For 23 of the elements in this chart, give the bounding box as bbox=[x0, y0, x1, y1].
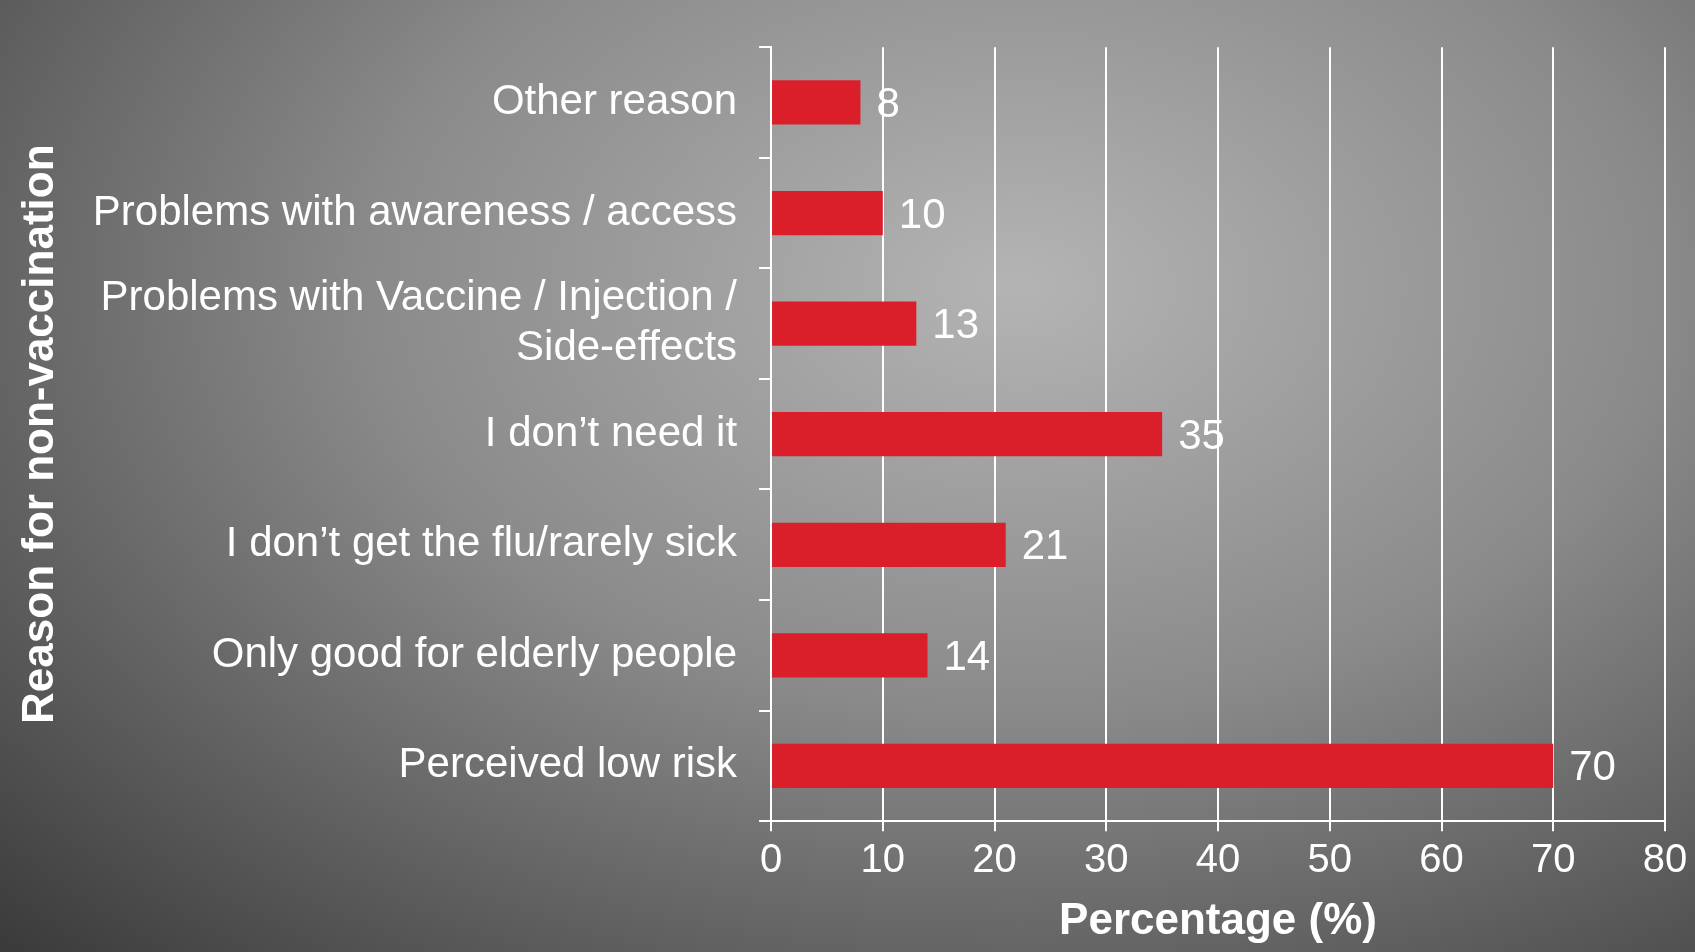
x-tick-label: 0 bbox=[759, 836, 783, 881]
x-tick-label: 20 bbox=[972, 836, 1017, 881]
data-label: 10 bbox=[898, 189, 946, 237]
y-tick-label: Only good for elderly people bbox=[211, 628, 738, 676]
y-tick-label: I don’t get the flu/rarely sick bbox=[225, 518, 739, 566]
x-tick-label: 70 bbox=[1531, 836, 1576, 881]
data-label: 14 bbox=[943, 631, 991, 679]
x-tick-label: 10 bbox=[860, 836, 906, 881]
x-tick-label: 30 bbox=[1084, 836, 1129, 881]
data-label: 70 bbox=[1569, 742, 1616, 790]
x-tick-label: 50 bbox=[1307, 836, 1353, 881]
x-tick-label: 40 bbox=[1195, 836, 1241, 881]
y-tick-label: I don’t need it bbox=[484, 407, 738, 455]
y-axis-title: Reason for non-vaccination bbox=[12, 144, 62, 724]
x-axis-title: Percentage (%) bbox=[1059, 893, 1377, 943]
y-tick-label: Problems with Vaccine / Injection / Side-effects bbox=[100, 272, 738, 370]
y-tick-label: Problems with awareness / access bbox=[92, 186, 738, 234]
data-label: 13 bbox=[932, 300, 980, 348]
data-label: 21 bbox=[1021, 521, 1069, 569]
y-tick-label: Other reason bbox=[491, 76, 738, 124]
x-tick-label: 80 bbox=[1642, 836, 1688, 881]
x-tick-label: 60 bbox=[1419, 836, 1464, 881]
y-tick-label: Perceived low risk bbox=[398, 739, 739, 787]
